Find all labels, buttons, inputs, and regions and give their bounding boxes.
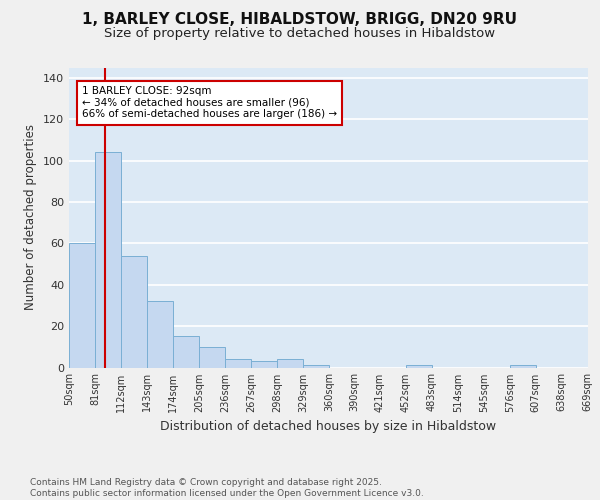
Bar [173,336,199,368]
Text: 1 BARLEY CLOSE: 92sqm
← 34% of detached houses are smaller (96)
66% of semi-deta: 1 BARLEY CLOSE: 92sqm ← 34% of detached … [82,86,337,120]
Bar [70,244,95,368]
Bar [225,359,251,368]
Bar [277,359,303,368]
Y-axis label: Number of detached properties: Number of detached properties [25,124,37,310]
X-axis label: Distribution of detached houses by size in Hibaldstow: Distribution of detached houses by size … [160,420,497,433]
Bar [147,302,173,368]
Bar [303,366,329,368]
Bar [95,152,121,368]
Bar [406,366,432,368]
Bar [251,362,277,368]
Bar [510,366,536,368]
Bar [121,256,147,368]
Bar [199,347,225,368]
Text: Size of property relative to detached houses in Hibaldstow: Size of property relative to detached ho… [104,28,496,40]
Text: 1, BARLEY CLOSE, HIBALDSTOW, BRIGG, DN20 9RU: 1, BARLEY CLOSE, HIBALDSTOW, BRIGG, DN20… [83,12,517,28]
Text: Contains HM Land Registry data © Crown copyright and database right 2025.
Contai: Contains HM Land Registry data © Crown c… [30,478,424,498]
